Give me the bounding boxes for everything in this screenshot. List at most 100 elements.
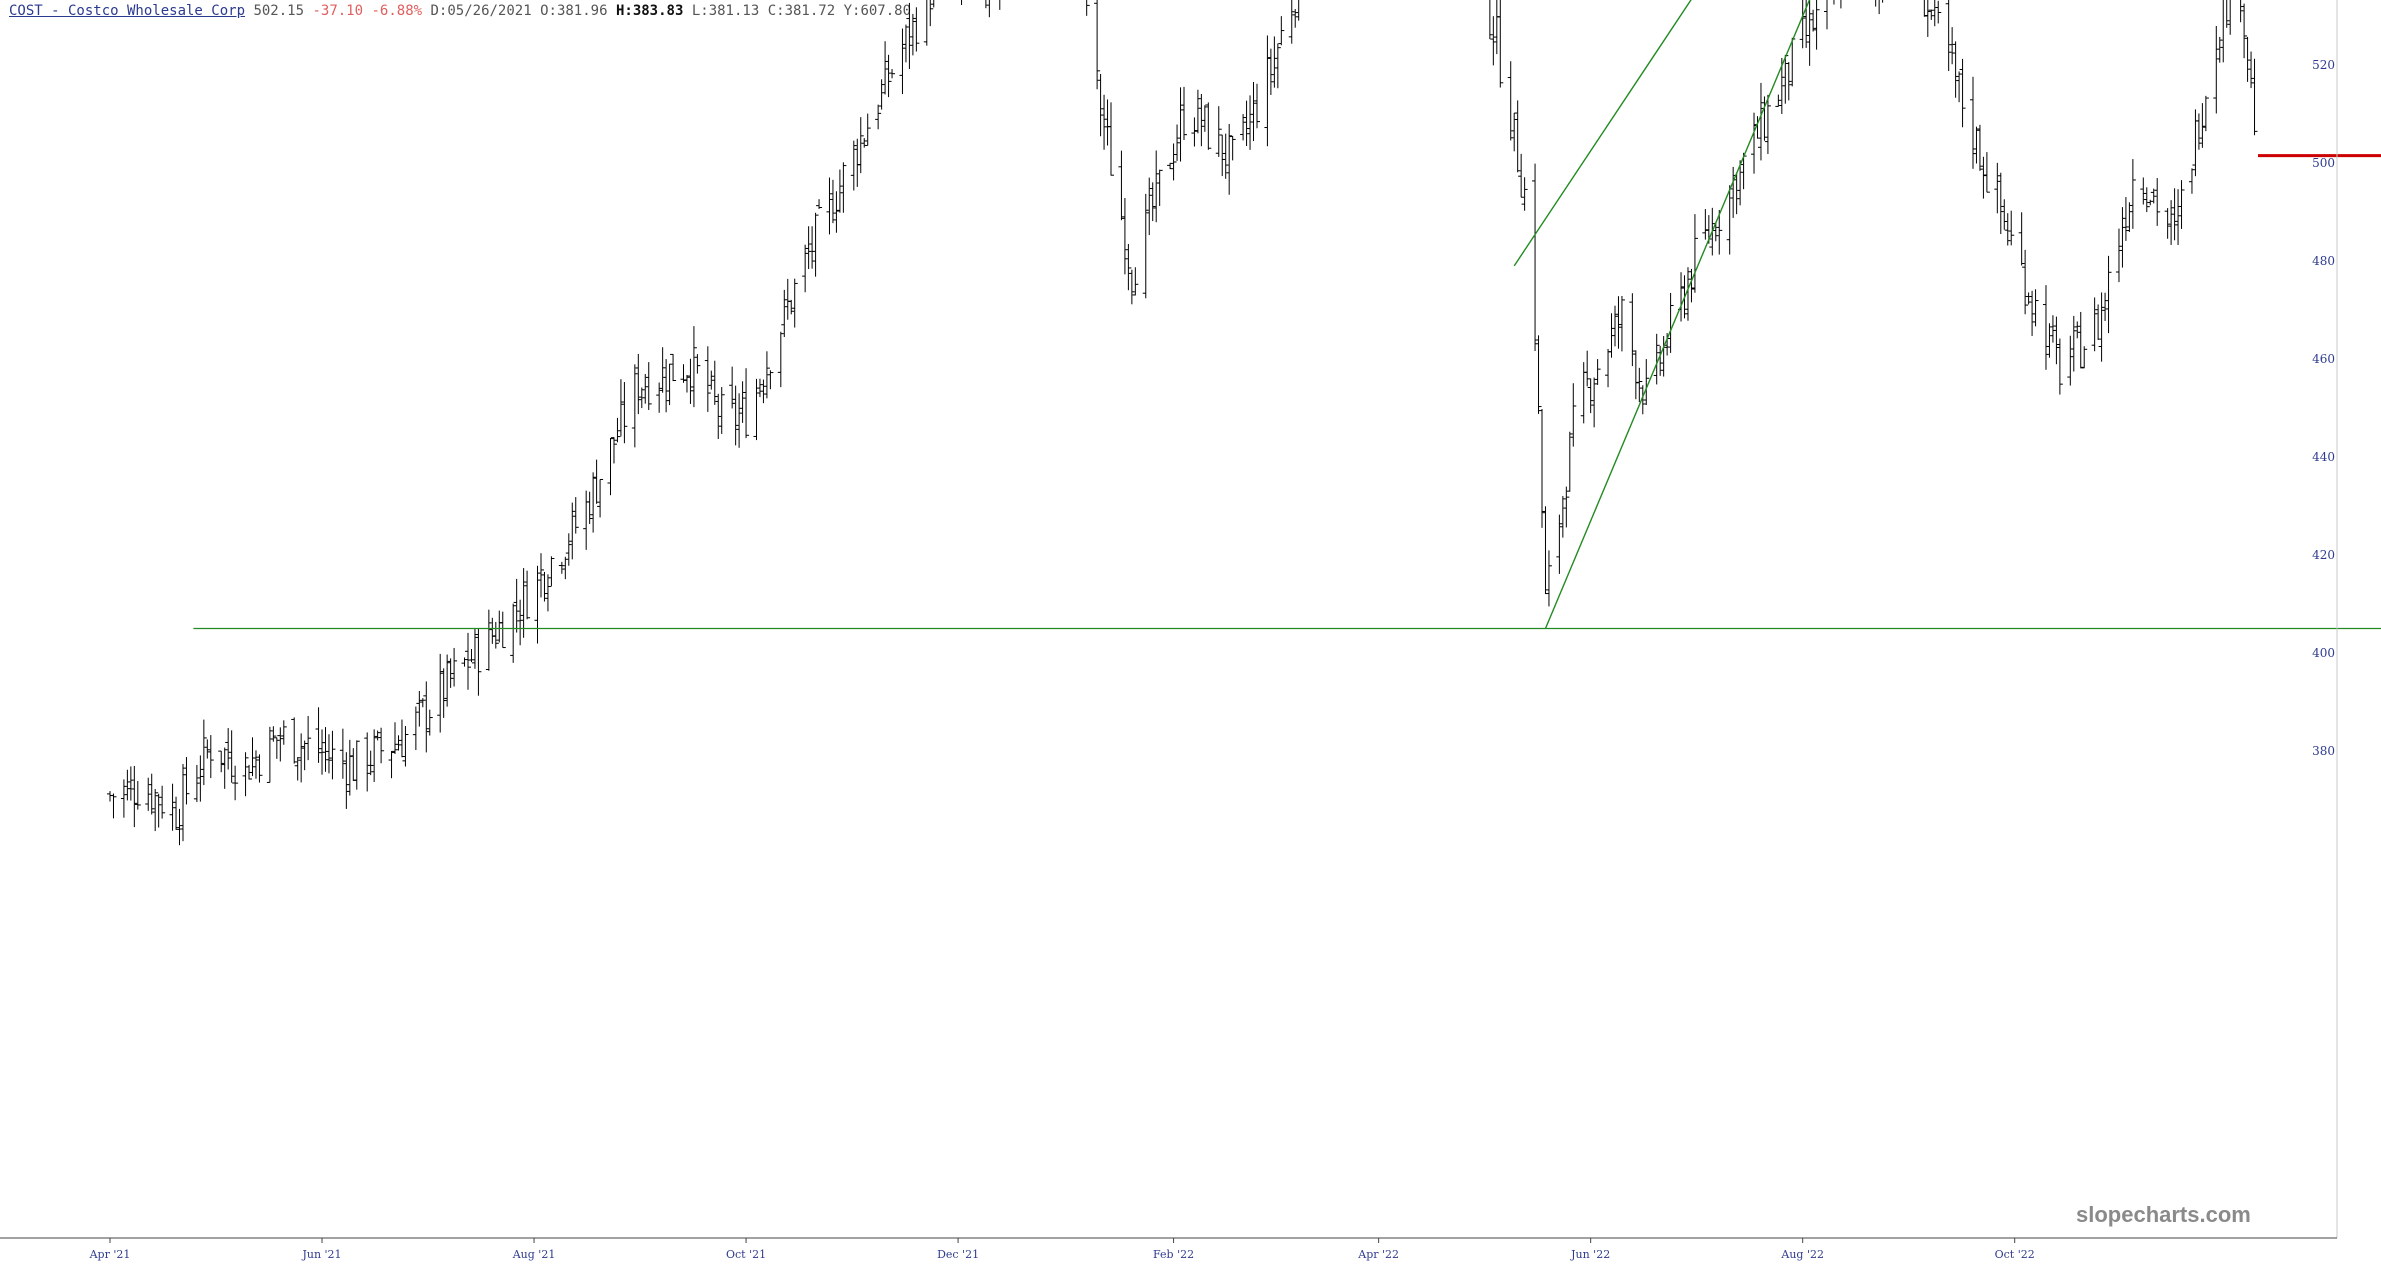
ohlc-bar [1973,126,1980,164]
x-tick-label: Aug '21 [512,1248,556,1261]
ohlc-bar [353,740,360,790]
ohlc-bar [120,779,127,818]
ohlc-bar [597,478,604,518]
ohlc-bar [1667,292,1674,353]
ohlc-bar [107,791,113,802]
ohlc-bar [687,358,694,404]
ohlc-bar [889,69,896,79]
ohlc-bar [1997,172,2004,235]
ohlc-bar [374,730,381,741]
ohlc-bar [294,757,301,781]
ohlc-bar [753,378,760,441]
ohlc-bar [590,472,597,533]
high-value: 383.83 [632,3,684,19]
ohlc-bar [694,354,701,374]
ohlc-bar [204,739,211,759]
ohlc-bar [489,617,496,644]
symbol-link[interactable]: COST - Costco Wholesale Corp [9,3,246,19]
ohlc-bar [1570,383,1577,447]
ohlc-bar [1146,177,1153,236]
ohlc-bar [1875,0,1877,7]
ohlc-bar [1618,295,1625,352]
ohlc-bar [1489,0,1493,40]
ohlc-bar [1563,486,1570,528]
ohlc-bar [1559,496,1566,538]
ohlc-bar [715,393,722,440]
ohlc-bar [836,169,843,213]
ohlc-bar [440,668,447,718]
ohlc-bar [2213,26,2220,114]
ohlc-bar [1219,134,1226,177]
ohlc-bar [1702,209,1709,240]
ohlc-bar [777,331,784,388]
ohlc-bar [1539,409,1545,528]
ohlc-bar [1532,163,1539,351]
drawn-lines[interactable] [193,0,2381,630]
ohlc-bar [635,353,642,415]
ohlc-bar [2227,0,2231,35]
x-tick-label: Jun '22 [1570,1248,1610,1261]
ohlc-bar [1497,0,1504,88]
ohlc-bar [2046,323,2053,358]
ohlc-bar [767,370,774,390]
ohlc-bar [364,732,371,792]
ohlc-bar [225,728,232,770]
ohlc-bar [2081,346,2088,369]
ohlc-bar [496,610,503,643]
ohlc-bar [1191,117,1198,147]
ohlc-bar [704,346,711,412]
ohlc-bar [2178,180,2185,229]
ohlc-bar [763,351,770,399]
ohlc-bar [1806,0,1813,66]
ohlc-bar [569,502,576,560]
ohlc-bar [2240,0,2244,23]
ohlc-bar [1803,0,1810,48]
ohlc-bar [447,658,454,688]
ohlc-bar [2004,213,2011,246]
ohlc-bar [1678,272,1685,322]
ohlc-bar [2091,297,2098,352]
ohlc-bar [743,368,750,439]
ohlc-bar [298,733,305,783]
ohlc-bar [1507,61,1514,141]
ohlc-bar [2202,95,2209,132]
open-value: 381.96 [556,3,608,19]
x-tick-label: Dec '21 [937,1248,979,1261]
date-label: D: [430,3,448,19]
ohlc-bar [2188,168,2195,194]
ohlc-bar [558,561,565,574]
ohlc-bar [266,726,273,783]
ohlc-bar [392,722,399,754]
ohlc-bar [155,793,162,828]
ohlc-bar [2150,188,2157,204]
ohlc-bar [1511,112,1518,152]
ohlc-bar [1267,48,1274,95]
ohlc-bar [2244,36,2251,82]
price-change-pct: -6.88% [371,3,423,19]
ohlc-bar [179,764,186,842]
ohlc-bar [110,793,117,819]
ohlc-bar [906,2,913,69]
ohlc-bar [1264,35,1271,147]
ohlc-bar [756,378,763,398]
ohlc-bar [1813,0,1820,50]
ohlc-bar [812,212,819,277]
ohlc-bar [1976,124,1983,171]
ohlc-bar [2248,51,2255,89]
ohlc-bar [961,0,963,6]
trend-line[interactable] [1544,0,1959,629]
ohlc-bar [2241,3,2248,59]
ohlc-bar [1730,166,1737,218]
ohlc-bar [1198,93,1205,147]
ohlc-bar [145,777,152,811]
ohlc-bar [2122,197,2129,241]
ohlc-bar [416,690,423,727]
y-label: Y: [843,3,861,19]
x-tick-label: Jun '21 [301,1248,341,1261]
ohlc-bar [913,7,920,52]
trend-line[interactable] [1513,0,1928,267]
ohlc-bar [2126,202,2133,232]
ohlc-bar [350,748,357,781]
ohlc-bar [1587,378,1594,414]
